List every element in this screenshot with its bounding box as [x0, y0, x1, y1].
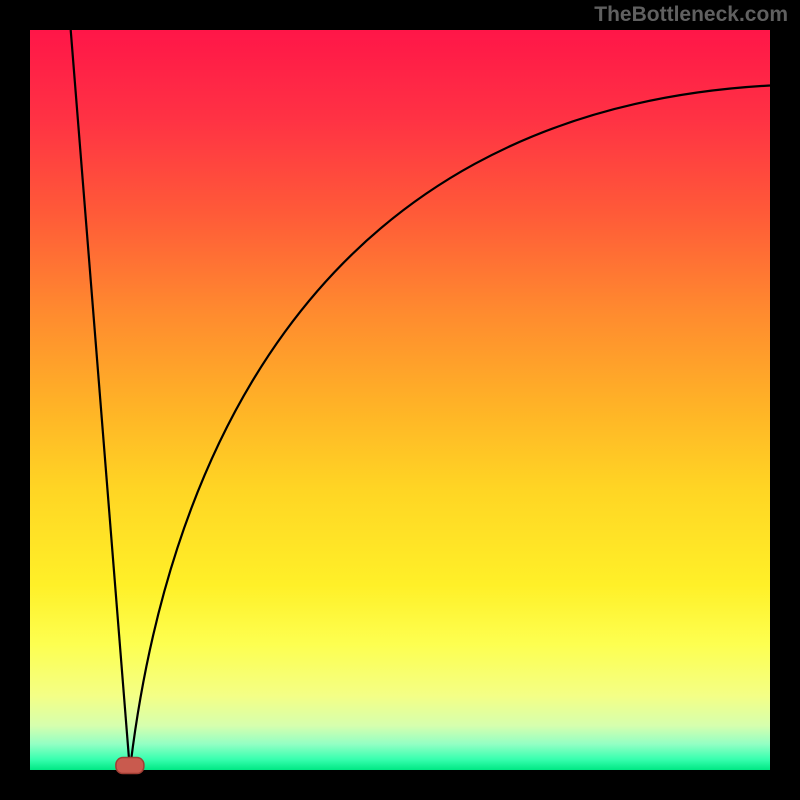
- chart-container: TheBottleneck.com: [0, 0, 800, 800]
- bottleneck-chart: [0, 0, 800, 800]
- plot-area: [30, 30, 770, 770]
- watermark-text: TheBottleneck.com: [594, 3, 788, 27]
- optimal-point-marker: [116, 758, 144, 774]
